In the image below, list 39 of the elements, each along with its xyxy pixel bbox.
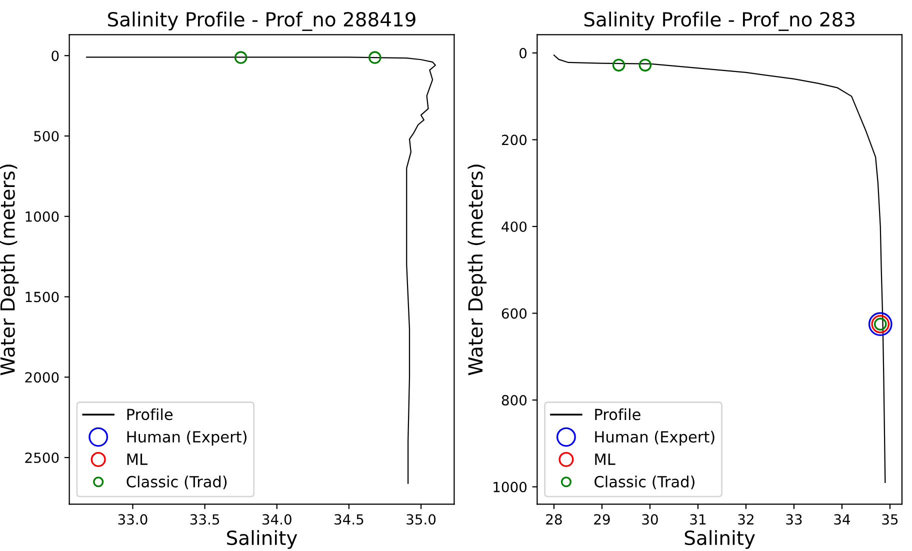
x-tick-label: 33.5 [190,514,220,525]
legend-label: Human (Expert) [127,430,246,446]
x-tick-label: 34.0 [262,514,292,525]
legend-label: ML [127,454,148,465]
y-tick-label: 0 [52,50,59,62]
legend-label: Profile [127,408,173,420]
y-tick-label: 1500 [26,292,59,302]
y-tick-label: 500 [34,130,59,142]
x-tick-label: 28 [546,514,562,525]
y-tick-label: 2000 [25,372,59,383]
y-tick-label: 0 [520,48,527,58]
y-tick-label: 400 [502,221,527,232]
x-tick-label: 34 [834,514,850,525]
y-tick-label: 600 [502,308,527,319]
x-axis-title: Salinity [684,530,755,549]
y-tick-label: 800 [502,395,527,406]
x-tick-label: 32 [738,514,754,525]
x-tick-label: 35 [882,514,898,525]
legend-label: Classic (Trad) [126,476,227,490]
x-tick-label: 31 [690,514,706,525]
y-axis-title: Water Depth (meters) [468,164,487,376]
y-tick-label: 2500 [25,452,59,464]
x-tick-label: 33 [786,514,802,525]
x-axis-title: Salinity [227,530,298,549]
legend-label: Profile [595,408,640,420]
chart-title: Salinity Profile - Prof_no 283 [584,12,854,31]
legend-label: ML [595,454,616,465]
y-tick-label: 1000 [494,482,527,492]
y-axis-title: Water Depth (meters) [0,164,19,376]
y-tick-label: 200 [502,134,527,146]
x-tick-label: 35.0 [406,514,436,525]
chart-title: Salinity Profile - Prof_no 288419 [108,12,416,31]
legend-label: Human (Expert) [595,430,714,446]
x-tick-label: 30 [642,514,658,525]
x-tick-label: 29 [594,514,610,525]
x-tick-label: 33.0 [118,514,148,525]
x-tick-label: 34.5 [334,514,364,525]
y-tick-label: 1000 [26,211,59,222]
legend-label: Classic (Trad) [594,476,694,490]
